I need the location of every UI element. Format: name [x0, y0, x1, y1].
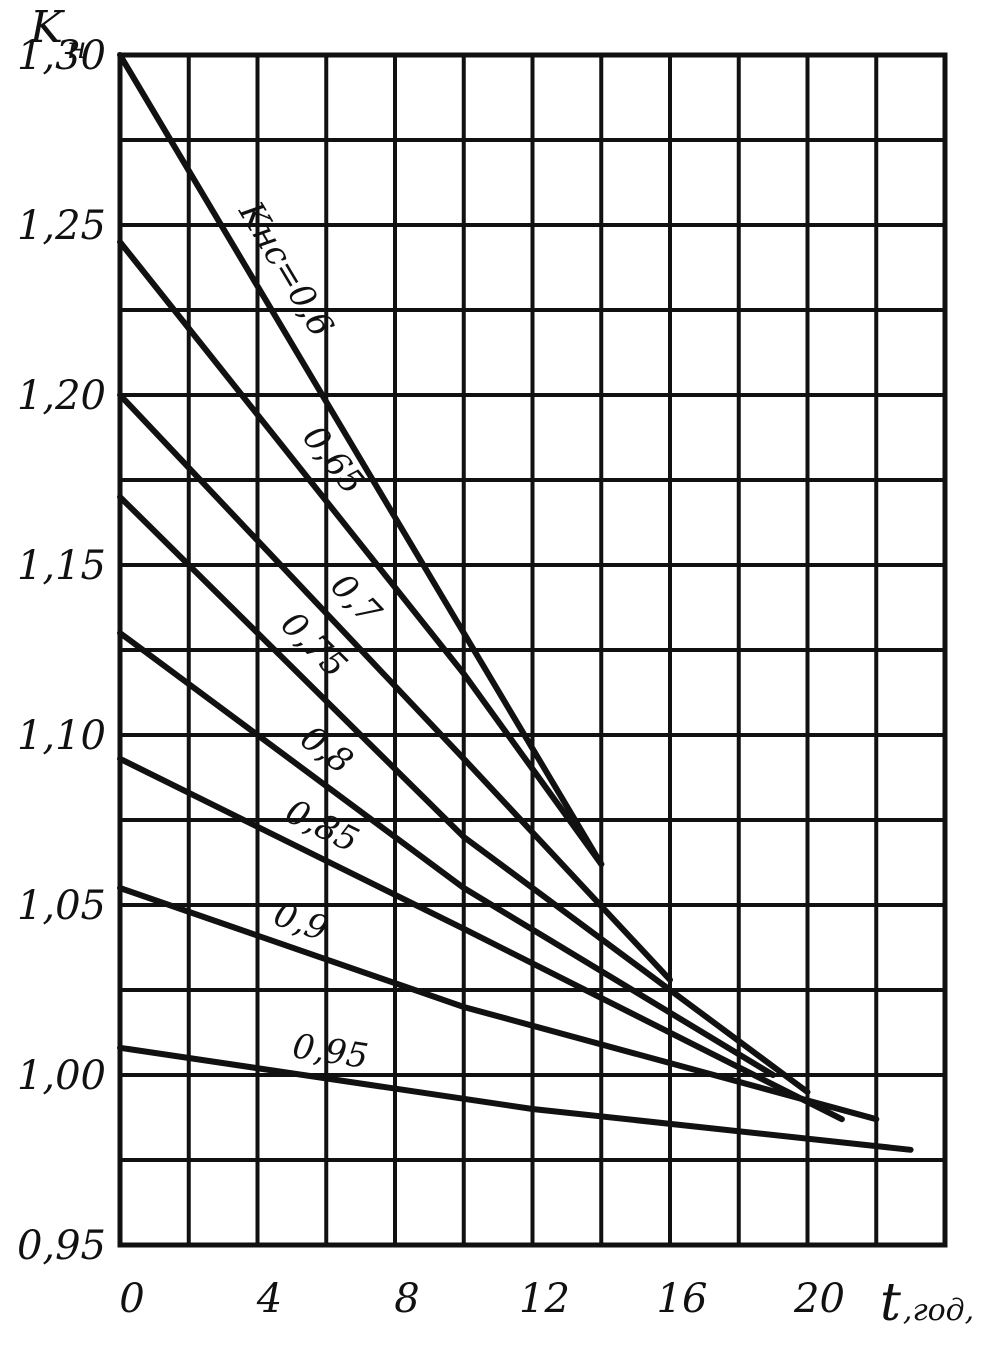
- y-tick-label: 1,10: [17, 713, 106, 759]
- x-tick-label: 4: [256, 1276, 282, 1322]
- x-tick-label: 12: [519, 1276, 570, 1322]
- y-tick-label: 1,20: [17, 373, 106, 419]
- y-tick-label: 1,00: [17, 1053, 106, 1099]
- series-line: [117, 755, 845, 1123]
- y-tick-label: 1,05: [17, 883, 106, 929]
- series-line: [117, 494, 811, 1095]
- x-axis-title: t,год,: [880, 1273, 974, 1333]
- series-line: [117, 52, 605, 868]
- y-tick-label: 1,30: [17, 33, 106, 79]
- y-tick-label: 1,25: [17, 203, 106, 249]
- series-line: [117, 392, 673, 983]
- series-line: [117, 1044, 914, 1153]
- y-tick-label: 0,95: [17, 1223, 106, 1269]
- plot-frame: [117, 52, 948, 1248]
- series-line: [117, 630, 777, 1078]
- series-line: [117, 885, 880, 1123]
- curve-labels: Kнс=0,60,650,70,750,80,850,90,95: [230, 194, 389, 1077]
- y-tick-label: 1,15: [17, 543, 106, 589]
- grid: [120, 55, 945, 1245]
- x-tick-label: 0: [119, 1276, 144, 1322]
- x-tick-label: 8: [394, 1276, 419, 1322]
- series-line: [117, 239, 605, 868]
- series-group: [117, 52, 914, 1153]
- x-tick-label: 16: [657, 1276, 708, 1322]
- x-tick-label: 20: [793, 1276, 845, 1322]
- y-tick-labels: 0,95 1,00 1,05 1,10 1,15 1,20 1,25 1,30: [17, 33, 106, 1269]
- x-tick-labels: 0 4 8 12 16 20: [119, 1276, 845, 1322]
- series-label: 0,75: [273, 604, 355, 686]
- series-label: 0,95: [290, 1026, 371, 1077]
